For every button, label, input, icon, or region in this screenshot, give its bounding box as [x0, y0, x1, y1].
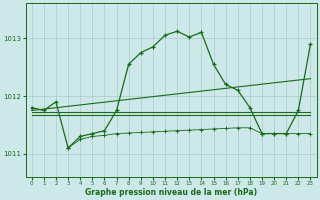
- X-axis label: Graphe pression niveau de la mer (hPa): Graphe pression niveau de la mer (hPa): [85, 188, 257, 197]
